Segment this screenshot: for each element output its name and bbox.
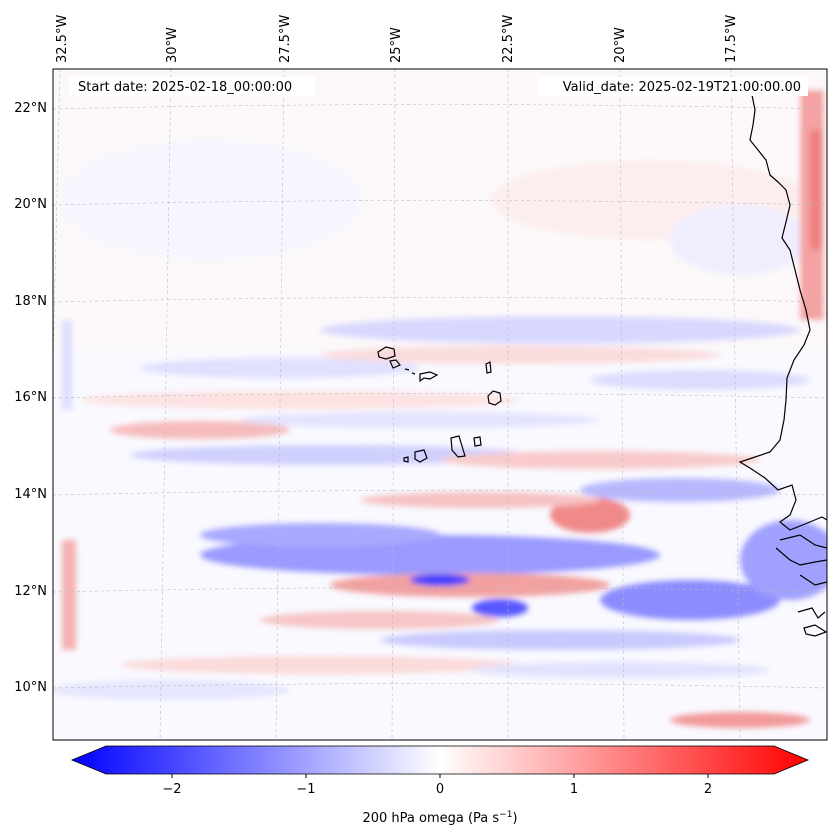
lat-label-14n: 14°N (14, 487, 47, 502)
coastline (377, 94, 827, 637)
valid-date-box: Valid_date: 2025-02-19T21:00:00.00 (538, 77, 808, 96)
lat-label-18n: 18°N (14, 294, 47, 309)
island-maio (473, 436, 482, 447)
valid-date-text: Valid_date: 2025-02-19T21:00:00.00 (563, 80, 801, 95)
longitude-labels: 32.5°W 30°W 27.5°W 25°W 22.5°W 20°W 17.5… (55, 15, 739, 63)
lat-label-10n: 10°N (14, 680, 47, 695)
colorbar-label: 200 hPa omega (Pa s−1) (362, 810, 517, 826)
africa-coastline (738, 94, 827, 531)
omega-field (53, 69, 827, 728)
island-sao-vicente (389, 359, 401, 369)
lon-label-27-5w: 27.5°W (278, 15, 293, 63)
colorbar-tick-label-minus2: −2 (162, 782, 181, 797)
latitude-labels: 22°N 20°N 18°N 16°N 14°N 12°N 10°N (14, 101, 47, 695)
lon-label-20w: 20°W (613, 27, 628, 63)
lon-label-32-5w: 32.5°W (55, 15, 70, 63)
lat-label-12n: 12°N (14, 584, 47, 599)
map-border (52, 68, 828, 741)
lon-label-22-5w: 22.5°W (501, 15, 516, 63)
colorbar-tick-label-2: 2 (704, 782, 712, 797)
lat-label-16n: 16°N (14, 390, 47, 405)
island-sal (485, 361, 492, 374)
colorbar-tick-label-minus1: −1 (296, 782, 315, 797)
lon-label-30w: 30°W (165, 27, 180, 63)
graticule (53, 69, 827, 740)
lon-label-25w: 25°W (389, 27, 404, 63)
island-santo-antao (377, 346, 396, 360)
island-brava (403, 456, 409, 463)
start-date-box: Start date: 2025-02-18_00:00:00 (69, 77, 315, 96)
colorbar-body (70, 745, 810, 775)
start-date-text: Start date: 2025-02-18_00:00:00 (78, 80, 292, 95)
lat-label-20n: 20°N (14, 197, 47, 212)
island-fogo (414, 449, 428, 463)
lon-label-17-5w: 17.5°W (724, 15, 739, 63)
island-boa-vista (487, 390, 502, 406)
colorbar: −2 −1 0 1 2 200 hPa omega (Pa s−1) (70, 745, 810, 826)
lat-label-22n: 22°N (14, 101, 47, 116)
colorbar-label-sup: −1 (499, 810, 512, 820)
island-sao-nicolau (419, 371, 439, 383)
colorbar-tick-label-1: 1 (570, 782, 578, 797)
colorbar-tick-label-0: 0 (436, 782, 444, 797)
colorbar-label-main: 200 hPa omega (Pa s (362, 811, 499, 826)
colorbar-label-close: ) (512, 811, 517, 826)
island-santiago (450, 435, 466, 458)
